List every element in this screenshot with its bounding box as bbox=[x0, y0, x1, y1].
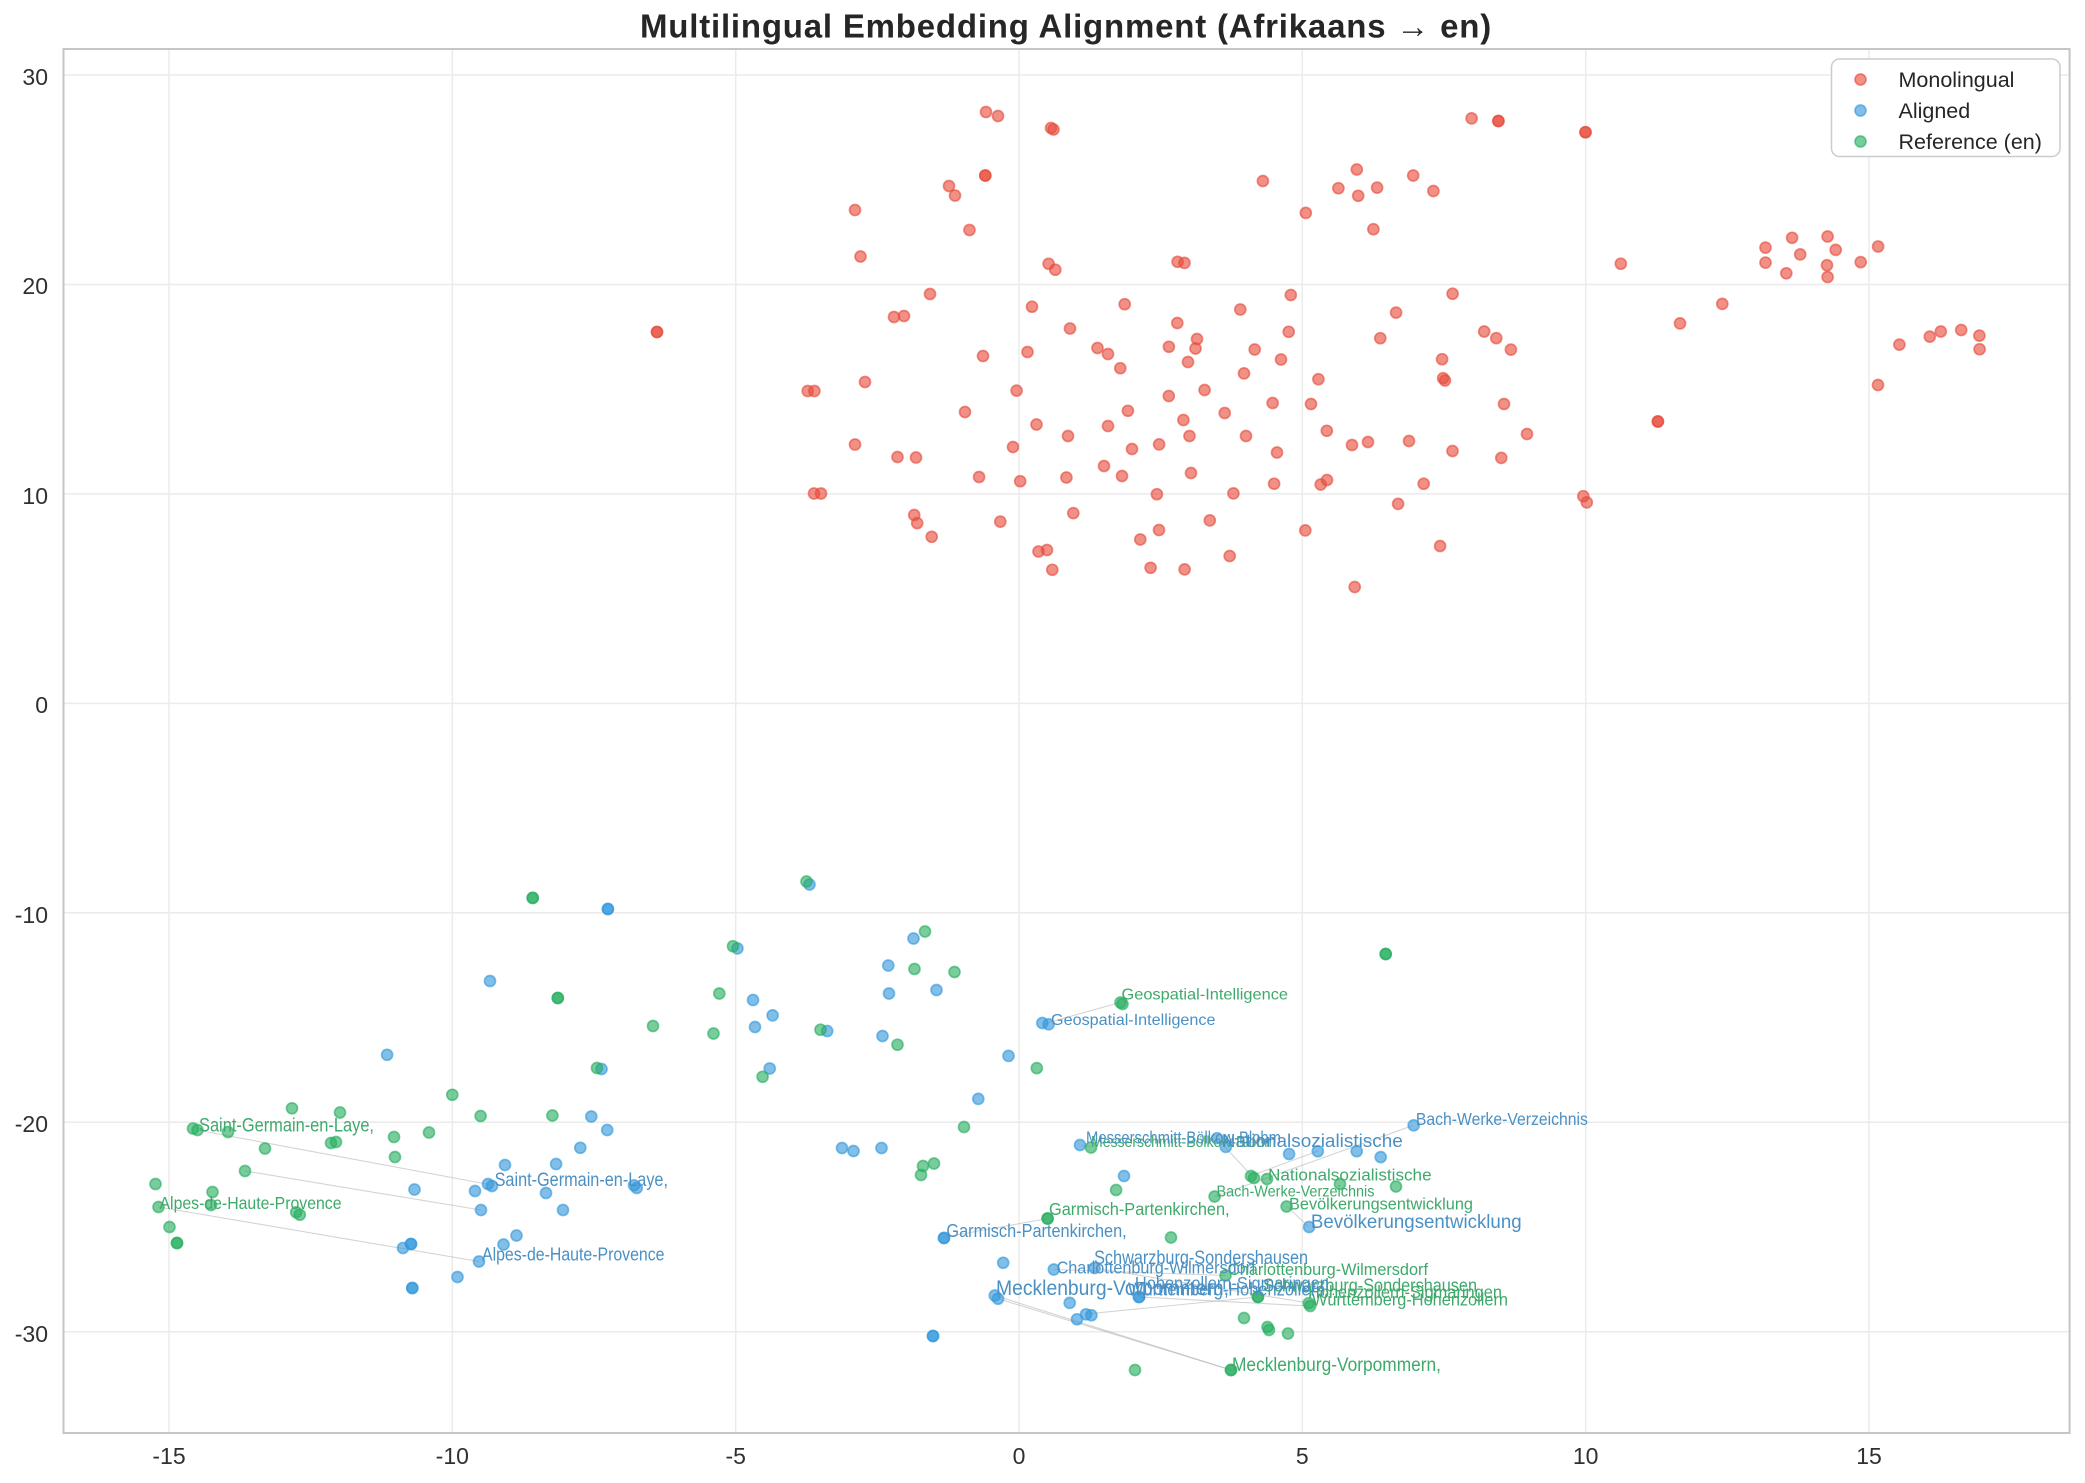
svg-text:30: 30 bbox=[22, 64, 48, 90]
svg-text:Monolingual: Monolingual bbox=[1899, 68, 2015, 92]
svg-text:20: 20 bbox=[22, 273, 48, 299]
svg-text:Multilingual Embedding Alignme: Multilingual Embedding Alignment (Afrika… bbox=[640, 8, 1492, 45]
svg-text:Alpes-de-Haute-Provence: Alpes-de-Haute-Provence bbox=[482, 1244, 665, 1265]
svg-text:Bevölkerungsentwicklung: Bevölkerungsentwicklung bbox=[1311, 1212, 1522, 1233]
svg-text:Bach-Werke-Verzeichnis: Bach-Werke-Verzeichnis bbox=[1416, 1110, 1588, 1129]
svg-text:Mecklenburg-Vorpommern,: Mecklenburg-Vorpommern, bbox=[996, 1276, 1229, 1300]
svg-text:Messerschmitt-Bölkow-Blohm: Messerschmitt-Bölkow-Blohm bbox=[1086, 1128, 1281, 1148]
svg-text:15: 15 bbox=[1856, 1443, 1882, 1469]
svg-text:Schwarzburg-Sondershausen: Schwarzburg-Sondershausen bbox=[1094, 1248, 1308, 1269]
svg-text:Geospatial-Intelligence: Geospatial-Intelligence bbox=[1122, 987, 1289, 1004]
svg-text:-5: -5 bbox=[725, 1443, 745, 1469]
svg-text:-15: -15 bbox=[152, 1443, 185, 1469]
svg-text:5: 5 bbox=[1296, 1443, 1309, 1469]
svg-text:Bevölkerungsentwicklung: Bevölkerungsentwicklung bbox=[1289, 1194, 1473, 1213]
svg-text:Saint-Germain-en-Laye,: Saint-Germain-en-Laye, bbox=[199, 1116, 374, 1137]
svg-text:Schwarzburg-Sondershausen: Schwarzburg-Sondershausen bbox=[1263, 1276, 1477, 1296]
svg-text:0: 0 bbox=[1013, 1443, 1026, 1469]
svg-text:Hohenzollern-Sigmaringen: Hohenzollern-Sigmaringen bbox=[1308, 1282, 1502, 1302]
svg-text:10: 10 bbox=[1573, 1443, 1599, 1469]
svg-text:Nationalsozialistische: Nationalsozialistische bbox=[1268, 1167, 1432, 1185]
svg-text:Charlottenburg-Wilmersdorf: Charlottenburg-Wilmersdorf bbox=[1057, 1258, 1256, 1278]
svg-text:Alpes-de-Haute-Provence: Alpes-de-Haute-Provence bbox=[160, 1193, 342, 1213]
svg-text:Württemberg-Hohenzollern: Württemberg-Hohenzollern bbox=[1312, 1290, 1508, 1310]
svg-text:-20: -20 bbox=[15, 1111, 48, 1137]
svg-text:Geospatial-Intelligence: Geospatial-Intelligence bbox=[1051, 1012, 1216, 1029]
svg-text:Garmisch-Partenkirchen,: Garmisch-Partenkirchen, bbox=[1049, 1199, 1230, 1219]
svg-text:-10: -10 bbox=[436, 1443, 469, 1469]
svg-text:Bach-Werke-Verzeichnis: Bach-Werke-Verzeichnis bbox=[1217, 1183, 1375, 1200]
svg-text:Württemberg-Hohenzollern: Württemberg-Hohenzollern bbox=[1128, 1280, 1325, 1300]
svg-text:Mecklenburg-Vorpommern,: Mecklenburg-Vorpommern, bbox=[1232, 1354, 1441, 1376]
svg-text:0: 0 bbox=[35, 692, 48, 718]
svg-text:-10: -10 bbox=[15, 902, 48, 928]
svg-text:Messerschmitt-Bölkow-Blohm: Messerschmitt-Bölkow-Blohm bbox=[1091, 1133, 1276, 1151]
svg-text:Reference (en): Reference (en) bbox=[1899, 130, 2042, 154]
svg-text:Charlottenburg-Wilmersdorf: Charlottenburg-Wilmersdorf bbox=[1228, 1260, 1428, 1279]
svg-text:10: 10 bbox=[22, 483, 48, 509]
svg-text:Garmisch-Partenkirchen,: Garmisch-Partenkirchen, bbox=[946, 1221, 1126, 1241]
svg-text:-30: -30 bbox=[15, 1321, 48, 1347]
svg-text:Nationalsozialistische: Nationalsozialistische bbox=[1222, 1131, 1403, 1151]
svg-text:Hohenzollern-Sigmaringen: Hohenzollern-Sigmaringen bbox=[1135, 1273, 1329, 1293]
svg-text:Aligned: Aligned bbox=[1899, 99, 1971, 123]
svg-text:Saint-Germain-en-Laye,: Saint-Germain-en-Laye, bbox=[495, 1170, 668, 1191]
